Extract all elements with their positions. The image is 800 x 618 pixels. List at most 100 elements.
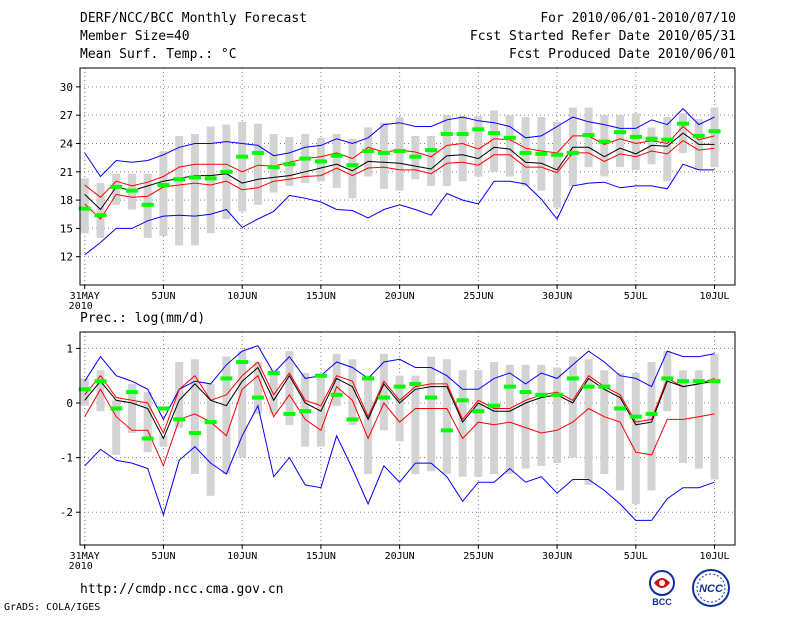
panel2-observed-mark (598, 384, 611, 389)
panel2-observed-mark (267, 370, 280, 375)
panel2-spread-box (521, 364, 530, 469)
source-url[interactable]: http://cmdp.ncc.cma.gov.cn (80, 582, 284, 597)
panel2-spread-box (332, 353, 341, 406)
panel1-observed-mark (157, 182, 170, 187)
panel2-spread-box (285, 351, 294, 425)
panel1-observed-mark (94, 213, 107, 218)
panel2-spread-box (253, 362, 262, 414)
panel1-lower-line (84, 139, 715, 220)
panel2-spread-box (584, 359, 593, 485)
variable-label: Mean Surf. Temp.: °C (80, 47, 237, 62)
panel2-observed-mark (566, 376, 579, 381)
panel2-observed-mark (472, 409, 485, 414)
panel1-y-tick-label: 15 (60, 222, 73, 235)
panel1-x-tick-label: 5JUN (151, 291, 175, 302)
panel1-spread-box (80, 178, 89, 234)
panel1-observed-mark (393, 149, 406, 154)
panel1-spread-box (269, 134, 278, 193)
panel2-spread-box (616, 372, 625, 491)
panel2-x-tick-label: 31MAY (70, 551, 100, 562)
panel1-observed-mark (535, 151, 548, 156)
chart-title: DERF/NCC/BCC Monthly Forecast (80, 11, 307, 26)
panel1-x-tick-label: 30JUN (542, 291, 572, 302)
panel1-spread-box (553, 121, 562, 208)
panel2-observed-mark (110, 406, 123, 411)
panel1-observed-mark (299, 156, 312, 161)
panel1-spread-box (490, 110, 499, 172)
panel2-spread-box (269, 370, 278, 414)
panel1-x-tick-label: 5JUL (624, 291, 648, 302)
panel2-spread-box (474, 370, 483, 477)
panel2-x-tick-label: 5JUL (624, 551, 648, 562)
panel1-observed-mark (204, 176, 217, 181)
panel2-observed-mark (645, 411, 658, 416)
forecast-period: For 2010/06/01-2010/07/10 (540, 11, 736, 26)
panel1-x-tick-label: 20JUN (385, 291, 415, 302)
panel1-observed-mark (582, 132, 595, 137)
panel2-spread-box (379, 353, 388, 431)
panel1-y-tick-label: 12 (60, 251, 73, 264)
panel1-observed-mark (598, 139, 611, 144)
panel1-observed-mark (661, 137, 674, 142)
panel1-spread-box (96, 183, 105, 238)
panel2-observed-mark (393, 384, 406, 389)
panel2-plot-frame (79, 331, 736, 546)
panel1-x-tick-label: 31MAY (70, 291, 100, 302)
panel1-observed-mark (283, 162, 296, 167)
panel1-spread-box (190, 134, 199, 246)
panel1-y-tick-label: 30 (60, 81, 73, 94)
panel1-y-tick-label: 24 (60, 137, 74, 150)
panel2-spread-box (395, 375, 404, 442)
panel2-observed-mark (330, 392, 343, 397)
panel2-spread-box (96, 370, 105, 412)
panel2-observed-mark (314, 373, 327, 378)
panel1-observed-mark (377, 150, 390, 155)
member-size: Member Size=40 (80, 29, 190, 44)
panel2-spread-box (568, 356, 577, 458)
panel2-observed-mark (456, 398, 469, 403)
panel2-observed-mark (236, 360, 249, 365)
panel1-observed-mark (125, 188, 138, 193)
panel2-x-tick-label: 10JUL (699, 551, 729, 562)
panel2-lower-line (84, 374, 715, 468)
panel1-observed-mark (519, 150, 532, 155)
panel1-observed-mark (614, 130, 627, 135)
panel1-y-tick-label: 27 (60, 109, 73, 122)
panel1-observed-mark (346, 163, 359, 168)
panel2-x-tick-label: 30JUN (542, 551, 572, 562)
panel1-observed-mark (629, 134, 642, 139)
panel1-observed-mark (692, 133, 705, 138)
panel2-y-tick-label: 1 (66, 342, 73, 355)
panel2-observed-mark (425, 395, 438, 400)
panel2-spread-box (80, 378, 89, 406)
ncc-logo-text: NCC (699, 583, 724, 595)
panel2-observed-mark (141, 436, 154, 441)
panel1-spread-box (442, 115, 451, 186)
bcc-logo-text: BCC (652, 597, 672, 607)
panel2-min-line (84, 404, 715, 521)
panel1-observed-mark (188, 175, 201, 180)
panel1-plot-frame (79, 67, 736, 286)
panel2-observed-mark (299, 409, 312, 414)
panel1-spread-box (238, 121, 247, 212)
panel1-observed-mark (456, 132, 469, 137)
panel1-spread-box (427, 135, 436, 186)
panel2-spread-box (679, 370, 688, 464)
panel2-spread-box (190, 359, 199, 474)
panel2-spread-box (647, 362, 656, 491)
panel1-observed-mark (566, 150, 579, 155)
panel2-spread-box (112, 400, 121, 455)
panel2-observed-mark (188, 431, 201, 436)
bcc-logo: BCC (649, 570, 675, 607)
panel1-y-tick-label: 18 (60, 194, 73, 207)
ncc-logo: NCC (692, 569, 730, 607)
panel2-spread-box (143, 392, 152, 453)
panel2-spread-box (553, 367, 562, 464)
panel2-spread-box (159, 435, 168, 447)
panel2-spread-box (505, 364, 514, 474)
panel2-observed-mark (125, 390, 138, 395)
panel1-observed-mark (488, 131, 501, 136)
panel2-observed-mark (708, 379, 721, 384)
panel2-spread-box (127, 383, 136, 434)
panel2-observed-mark (409, 381, 422, 386)
